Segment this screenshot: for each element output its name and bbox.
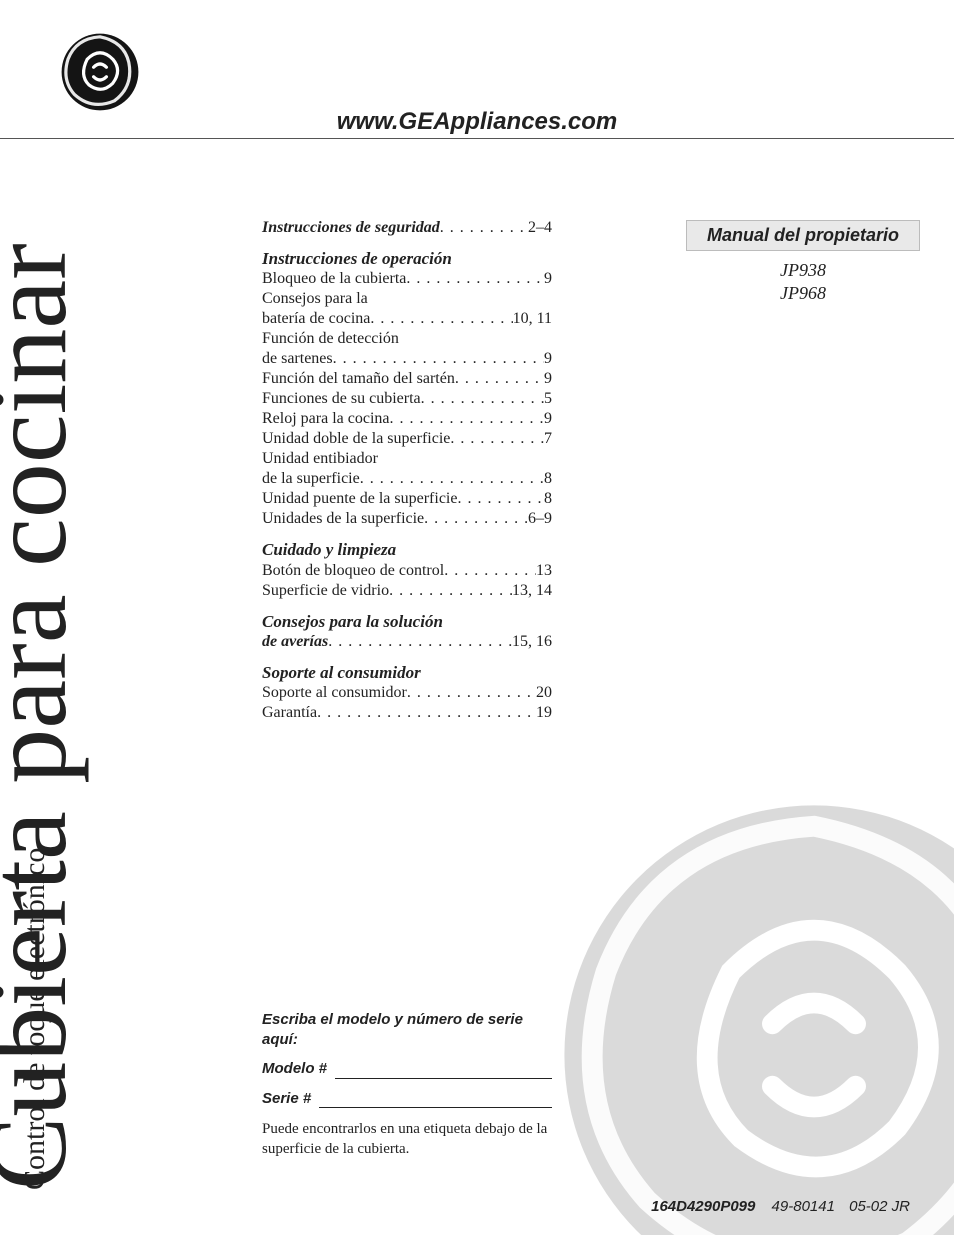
model-numbers: JP938 JP968 xyxy=(686,259,920,306)
toc-sec4-line1: Consejos para la solución xyxy=(262,611,552,632)
footer-code2: 05-02 JR xyxy=(849,1198,910,1215)
toc-dots xyxy=(333,349,544,369)
serial-label: Serie # xyxy=(262,1089,311,1109)
write-model-label: Escriba el modelo y número de serie aquí… xyxy=(262,1010,552,1049)
toc-item-label: Garantía xyxy=(262,703,317,723)
toc-item-label: Botón de bloqueo de control xyxy=(262,561,444,581)
toc-item: de la superficie 8 xyxy=(262,469,552,489)
toc-dots xyxy=(406,269,544,289)
owner-manual-box: Manual del propietario JP938 JP968 xyxy=(686,220,920,306)
toc-sec3-title: Cuidado y limpieza xyxy=(262,539,552,560)
toc-dots xyxy=(370,309,512,329)
model-input-line[interactable] xyxy=(335,1064,552,1079)
toc-sec5-title: Soporte al consumidor xyxy=(262,662,552,683)
toc-dots xyxy=(450,429,544,449)
ge-logo-watermark-icon xyxy=(554,795,954,1235)
toc-dots xyxy=(317,703,536,723)
toc-sec1-pages: 2–4 xyxy=(528,218,552,238)
toc-dots xyxy=(421,389,544,409)
model-serial-form: Escriba el modelo y número de serie aquí… xyxy=(262,1010,552,1159)
model-number: JP968 xyxy=(686,282,920,305)
toc-item-label: batería de cocina xyxy=(262,309,370,329)
toc-item-pages: 10, 11 xyxy=(513,309,552,329)
toc-item: Función del tamaño del sartén 9 xyxy=(262,369,552,389)
toc-dots xyxy=(455,369,544,389)
toc-item: Unidad doble de la superficie 7 xyxy=(262,429,552,449)
page-root: www.GEAppliances.com Control de toque el… xyxy=(0,0,954,1235)
toc-item: Superficie de vidrio 13, 14 xyxy=(262,581,552,601)
toc-dots xyxy=(360,469,544,489)
toc-item-label: de sartenes xyxy=(262,349,333,369)
toc-item-label: Superficie de vidrio xyxy=(262,581,389,601)
toc-item-pages: 8 xyxy=(544,469,552,489)
toc-dots xyxy=(457,489,544,509)
toc-item-label: Reloj para la cocina xyxy=(262,409,390,429)
model-number: JP938 xyxy=(686,259,920,282)
found-label: Puede encontrarlos en una etiqueta debaj… xyxy=(262,1120,552,1159)
toc-item-cont-line: Función de detección xyxy=(262,329,552,349)
toc-item-label: Funciones de su cubierta xyxy=(262,389,421,409)
ge-logo-icon xyxy=(60,32,140,112)
toc-item-pages: 7 xyxy=(544,429,552,449)
toc-item-cont-line: Unidad entibiador xyxy=(262,449,552,469)
model-label: Modelo # xyxy=(262,1059,327,1079)
toc-item: Soporte al consumidor 20 xyxy=(262,683,552,703)
toc-item-label: Unidades de la superficie xyxy=(262,509,424,529)
serial-input-line[interactable] xyxy=(319,1093,552,1108)
toc-item-cont-line: Consejos para la xyxy=(262,289,552,309)
toc-item: Unidad puente de la superficie 8 xyxy=(262,489,552,509)
toc-item-pages: 9 xyxy=(544,369,552,389)
toc-dots xyxy=(424,509,528,529)
toc-item: Botón de bloqueo de control 13 xyxy=(262,561,552,581)
toc-sec4-label: de averías xyxy=(262,632,328,652)
toc-dots xyxy=(407,683,536,703)
toc-item: Bloqueo de la cubierta 9 xyxy=(262,269,552,289)
toc-sec2-title: Instrucciones de operación xyxy=(262,248,552,269)
toc-item: Funciones de su cubierta 5 xyxy=(262,389,552,409)
serial-row: Serie # xyxy=(262,1089,552,1109)
toc-item: Reloj para la cocina 9 xyxy=(262,409,552,429)
toc-item: Unidades de la superficie 6–9 xyxy=(262,509,552,529)
toc-item-pages: 20 xyxy=(536,683,552,703)
toc-item: Garantía 19 xyxy=(262,703,552,723)
toc-sec1-title: Instrucciones de seguridad xyxy=(262,218,440,238)
toc-sec4-line2: de averías 15, 16 xyxy=(262,632,552,652)
vertical-title-block: Control de toque electrónico Cubierta pa… xyxy=(52,210,212,1190)
toc-item-pages: 9 xyxy=(544,269,552,289)
toc-item-label: Unidad puente de la superficie xyxy=(262,489,457,509)
toc-item-label: de la superficie xyxy=(262,469,360,489)
toc-item-pages: 9 xyxy=(544,349,552,369)
toc-item: batería de cocina 10, 11 xyxy=(262,309,552,329)
table-of-contents: Instrucciones de seguridad 2–4 Instrucci… xyxy=(262,218,552,723)
vertical-main-title: Cubierta para cocinar xyxy=(0,243,92,1190)
toc-item-pages: 13, 14 xyxy=(512,581,552,601)
toc-item: de sartenes 9 xyxy=(262,349,552,369)
toc-item-pages: 19 xyxy=(536,703,552,723)
footer-code1: 49-80141 xyxy=(772,1198,835,1215)
toc-item-label: Función del tamaño del sartén xyxy=(262,369,455,389)
toc-item-pages: 5 xyxy=(544,389,552,409)
toc-item-pages: 9 xyxy=(544,409,552,429)
model-row: Modelo # xyxy=(262,1059,552,1079)
toc-dots xyxy=(440,218,528,238)
horizontal-rule xyxy=(0,138,954,139)
toc-item-label: Unidad doble de la superficie xyxy=(262,429,450,449)
toc-dots xyxy=(444,561,536,581)
toc-dots xyxy=(390,409,545,429)
toc-dots xyxy=(328,632,512,652)
header-url: www.GEAppliances.com xyxy=(337,108,618,136)
toc-sec4-pages: 15, 16 xyxy=(512,632,552,652)
toc-item-label: Soporte al consumidor xyxy=(262,683,407,703)
footer-codes: 164D4290P099 49-80141 05-02 JR xyxy=(651,1198,920,1215)
toc-sec1: Instrucciones de seguridad 2–4 xyxy=(262,218,552,238)
toc-item-pages: 8 xyxy=(544,489,552,509)
owner-manual-title: Manual del propietario xyxy=(686,220,920,251)
toc-dots xyxy=(389,581,512,601)
toc-item-pages: 6–9 xyxy=(528,509,552,529)
toc-item-pages: 13 xyxy=(536,561,552,581)
toc-item-label: Bloqueo de la cubierta xyxy=(262,269,406,289)
footer-part-number: 164D4290P099 xyxy=(651,1198,755,1215)
